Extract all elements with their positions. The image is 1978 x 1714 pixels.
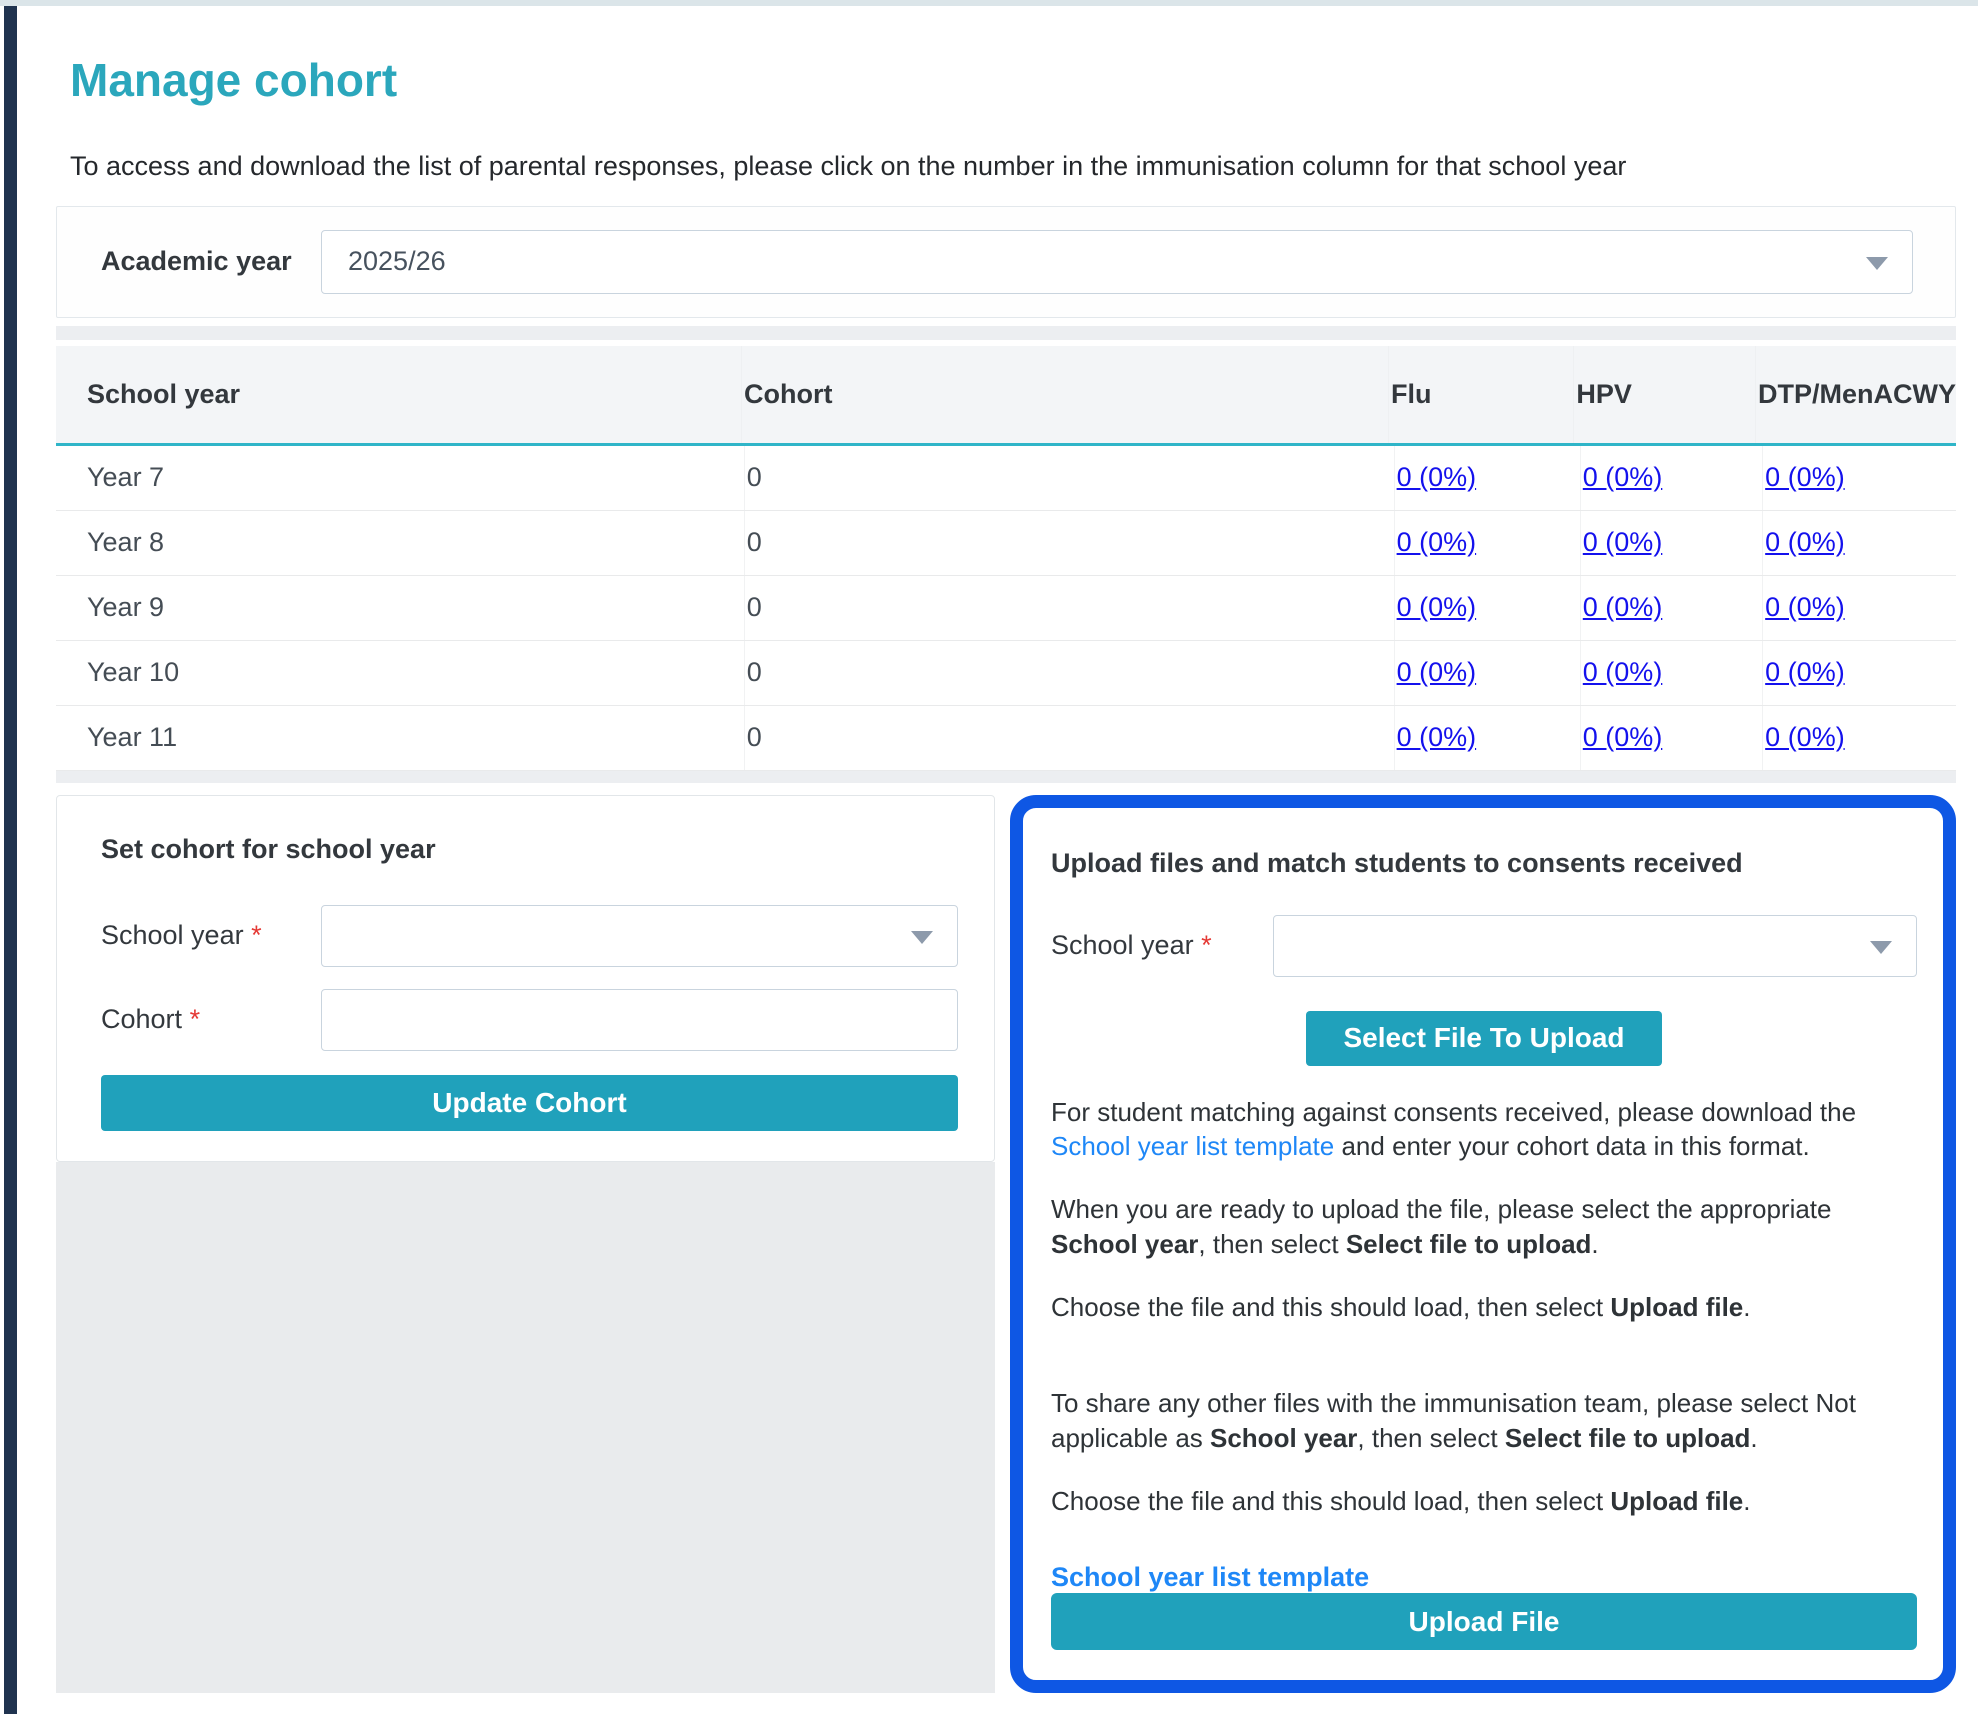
page-subtitle: To access and download the list of paren… [70, 150, 1627, 181]
column-header-cohort: Cohort [740, 345, 1388, 443]
cohort-table: School year Cohort Flu HPV DTP/MenACWY Y… [56, 345, 1956, 783]
chevron-down-icon [911, 930, 933, 944]
set-cohort-title: Set cohort for school year [101, 833, 436, 864]
hpv-count-link[interactable]: 0 (0%) [1582, 722, 1663, 753]
gray-filler [56, 1161, 995, 1693]
cohort-input[interactable] [321, 988, 958, 1051]
select-file-to-upload-button[interactable]: Select File To Upload [1306, 1010, 1662, 1066]
update-cohort-button[interactable]: Update Cohort [101, 1074, 958, 1131]
upload-instructions-paragraph-4: To share any other files with the immuni… [1051, 1388, 1856, 1453]
upload-file-button[interactable]: Upload File [1051, 1593, 1917, 1650]
chevron-down-icon [1870, 940, 1892, 954]
upload-panel-title: Upload files and match students to conse… [1051, 847, 1743, 878]
flu-count-link[interactable]: 0 (0%) [1396, 462, 1477, 493]
upload-instructions-paragraph-2: When you are ready to upload the file, p… [1051, 1194, 1832, 1259]
dtp-menacwy-count-link[interactable]: 0 (0%) [1765, 592, 1845, 623]
school-year-list-template-link[interactable]: School year list template [1051, 1562, 1370, 1593]
cohort-cell: 0 [743, 705, 1394, 770]
school-year-label: School year * [101, 920, 262, 951]
column-header-hpv: HPV [1573, 345, 1755, 443]
table-row: Year 8 0 0 (0%) 0 (0%) 0 (0%) [56, 510, 1956, 576]
upload-school-year-form-row: School year * [1051, 914, 1917, 977]
hpv-count-link[interactable]: 0 (0%) [1582, 462, 1663, 493]
academic-year-select[interactable]: 2025/26 [321, 229, 1913, 294]
required-asterisk: * [1201, 930, 1212, 961]
cohort-form-row: Cohort * [101, 988, 958, 1051]
left-edge-bar [4, 6, 17, 1714]
set-cohort-card: Set cohort for school year School year *… [56, 794, 995, 1162]
table-row: Year 11 0 0 (0%) 0 (0%) 0 (0%) [56, 705, 1956, 771]
page-title: Manage cohort [70, 54, 398, 106]
dtp-menacwy-count-link[interactable]: 0 (0%) [1765, 527, 1845, 558]
cohort-cell: 0 [743, 445, 1394, 510]
school-year-cell: Year 9 [87, 592, 165, 623]
upload-panel: Upload files and match students to conse… [1010, 794, 1956, 1693]
table-header-row: School year Cohort Flu HPV DTP/MenACWY [56, 345, 1956, 446]
flu-count-link[interactable]: 0 (0%) [1396, 592, 1477, 623]
academic-year-selected-value: 2025/26 [348, 246, 446, 277]
dtp-menacwy-count-link[interactable]: 0 (0%) [1765, 462, 1845, 493]
academic-year-panel: Academic year 2025/26 [56, 205, 1956, 318]
column-header-school-year: School year [87, 378, 241, 409]
hpv-count-link[interactable]: 0 (0%) [1582, 657, 1663, 688]
table-row: Year 10 0 0 (0%) 0 (0%) 0 (0%) [56, 640, 1956, 706]
cohort-cell: 0 [743, 640, 1394, 705]
dtp-menacwy-count-link[interactable]: 0 (0%) [1765, 657, 1845, 688]
top-strip [0, 0, 1978, 6]
dtp-menacwy-count-link[interactable]: 0 (0%) [1765, 722, 1845, 753]
school-year-form-row: School year * [101, 904, 958, 967]
chevron-down-icon [1866, 256, 1888, 270]
required-asterisk: * [189, 1004, 201, 1035]
table-row: Year 7 0 0 (0%) 0 (0%) 0 (0%) [56, 445, 1956, 511]
upload-school-year-select[interactable] [1273, 914, 1917, 977]
upload-instructions-paragraph-5: Choose the file and this should load, th… [1051, 1485, 1751, 1516]
hpv-count-link[interactable]: 0 (0%) [1582, 527, 1663, 558]
required-asterisk: * [251, 920, 262, 951]
cohort-label: Cohort * [101, 1004, 201, 1035]
upload-instructions-paragraph-1: For student matching against consents re… [1051, 1096, 1857, 1161]
academic-year-label: Academic year [101, 246, 292, 277]
school-year-cell: Year 11 [87, 722, 178, 753]
column-header-flu: Flu [1387, 345, 1573, 443]
school-year-list-template-link[interactable]: School year list template [1051, 1130, 1335, 1161]
school-year-cell: Year 10 [87, 657, 180, 688]
set-cohort-school-year-select[interactable] [321, 904, 958, 967]
upload-school-year-label: School year * [1051, 930, 1212, 961]
flu-count-link[interactable]: 0 (0%) [1396, 657, 1477, 688]
school-year-cell: Year 7 [87, 462, 165, 493]
bottom-section: Set cohort for school year School year *… [56, 794, 1956, 1693]
school-year-cell: Year 8 [87, 527, 165, 558]
main-content: Manage cohort To access and download the… [56, 6, 1956, 1693]
hpv-count-link[interactable]: 0 (0%) [1582, 592, 1663, 623]
table-bottom-band [56, 770, 1956, 783]
cohort-cell: 0 [743, 575, 1394, 640]
table-top-band [56, 325, 1956, 340]
cohort-cell: 0 [743, 510, 1394, 575]
upload-instructions-paragraph-3: Choose the file and this should load, th… [1051, 1291, 1751, 1322]
flu-count-link[interactable]: 0 (0%) [1396, 527, 1477, 558]
table-row: Year 9 0 0 (0%) 0 (0%) 0 (0%) [56, 575, 1956, 641]
flu-count-link[interactable]: 0 (0%) [1396, 722, 1477, 753]
column-header-dtp-menacwy: DTP/MenACWY [1755, 345, 1956, 443]
set-cohort-column: Set cohort for school year School year *… [56, 794, 995, 1693]
